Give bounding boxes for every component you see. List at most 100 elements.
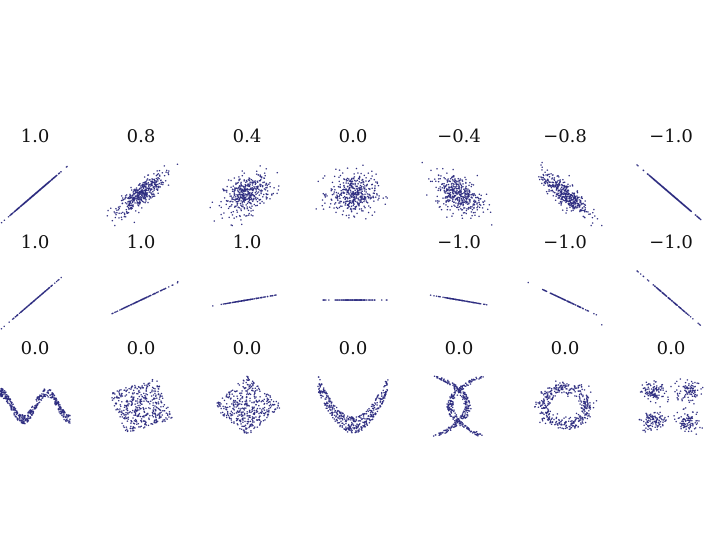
data-point	[224, 189, 226, 192]
data-point	[119, 416, 121, 418]
correlation-label: 0.0	[126, 338, 156, 359]
data-point	[132, 205, 134, 208]
data-point	[244, 184, 247, 187]
data-point	[1, 388, 4, 390]
data-point	[226, 406, 229, 409]
data-point	[255, 186, 257, 188]
data-point	[260, 192, 262, 195]
data-point	[241, 412, 243, 414]
data-point	[345, 180, 348, 182]
data-point	[368, 299, 371, 301]
data-point	[113, 404, 116, 407]
data-point	[119, 403, 122, 406]
data-point	[125, 411, 127, 414]
data-point	[138, 413, 140, 416]
data-point	[252, 381, 255, 384]
data-point	[338, 206, 341, 209]
data-point	[538, 178, 541, 181]
data-point	[545, 179, 547, 182]
data-point	[254, 191, 257, 194]
data-point	[478, 193, 481, 196]
data-point	[589, 213, 591, 215]
data-point	[315, 208, 317, 210]
data-point	[342, 210, 345, 212]
data-point	[439, 205, 441, 208]
data-point	[681, 308, 684, 311]
data-point	[66, 419, 69, 422]
data-point	[353, 193, 356, 196]
data-point	[39, 294, 41, 297]
data-point	[326, 195, 328, 197]
data-point	[165, 407, 168, 409]
data-point	[55, 175, 57, 177]
data-point	[3, 391, 6, 394]
data-point	[246, 393, 248, 396]
data-point	[29, 411, 32, 414]
data-point	[235, 201, 237, 203]
data-point	[259, 189, 261, 192]
data-point	[543, 182, 546, 184]
data-point	[461, 196, 464, 198]
data-point	[365, 191, 367, 193]
data-point	[163, 410, 166, 412]
data-point	[668, 191, 670, 194]
data-point	[343, 195, 346, 198]
data-point	[354, 197, 356, 200]
data-point	[354, 183, 356, 186]
data-point	[38, 396, 40, 398]
data-point	[159, 394, 161, 396]
data-point	[24, 419, 26, 422]
data-point	[9, 400, 11, 402]
data-point	[155, 177, 158, 180]
data-point	[253, 427, 255, 430]
data-point	[543, 184, 545, 186]
data-point	[569, 206, 571, 209]
data-point	[573, 195, 576, 197]
data-point	[238, 214, 241, 217]
data-point	[583, 210, 586, 213]
data-point	[69, 418, 71, 420]
data-point	[147, 412, 149, 415]
data-point	[357, 198, 360, 201]
data-point	[9, 398, 12, 401]
data-point	[236, 197, 239, 200]
data-point	[29, 409, 32, 411]
data-point	[270, 295, 272, 297]
data-point	[274, 294, 276, 296]
data-point	[659, 183, 661, 186]
data-point	[660, 290, 662, 293]
data-point	[261, 189, 263, 192]
data-point	[139, 197, 141, 200]
data-point	[263, 181, 266, 183]
data-point	[58, 411, 60, 413]
data-point	[363, 174, 366, 177]
data-point	[228, 216, 230, 219]
data-point	[439, 186, 441, 188]
data-point	[458, 186, 460, 189]
data-point	[160, 401, 163, 404]
data-point	[637, 271, 639, 273]
data-point	[582, 203, 584, 205]
data-point	[356, 191, 358, 193]
data-point	[258, 194, 261, 196]
data-point	[572, 207, 574, 210]
data-point	[119, 408, 121, 410]
data-point	[557, 183, 560, 185]
data-point	[232, 399, 235, 402]
data-point	[148, 185, 150, 188]
data-point	[263, 398, 265, 401]
data-point	[456, 192, 458, 194]
data-point	[128, 411, 130, 414]
data-point	[26, 199, 29, 202]
data-point	[451, 178, 454, 181]
data-point	[26, 419, 29, 421]
data-point	[668, 298, 671, 300]
data-point	[248, 191, 250, 194]
data-point	[542, 173, 544, 176]
data-point	[69, 414, 71, 417]
data-point	[588, 213, 590, 215]
data-point	[249, 384, 251, 386]
data-point	[269, 406, 272, 409]
data-point	[132, 422, 135, 424]
data-point	[253, 185, 255, 188]
